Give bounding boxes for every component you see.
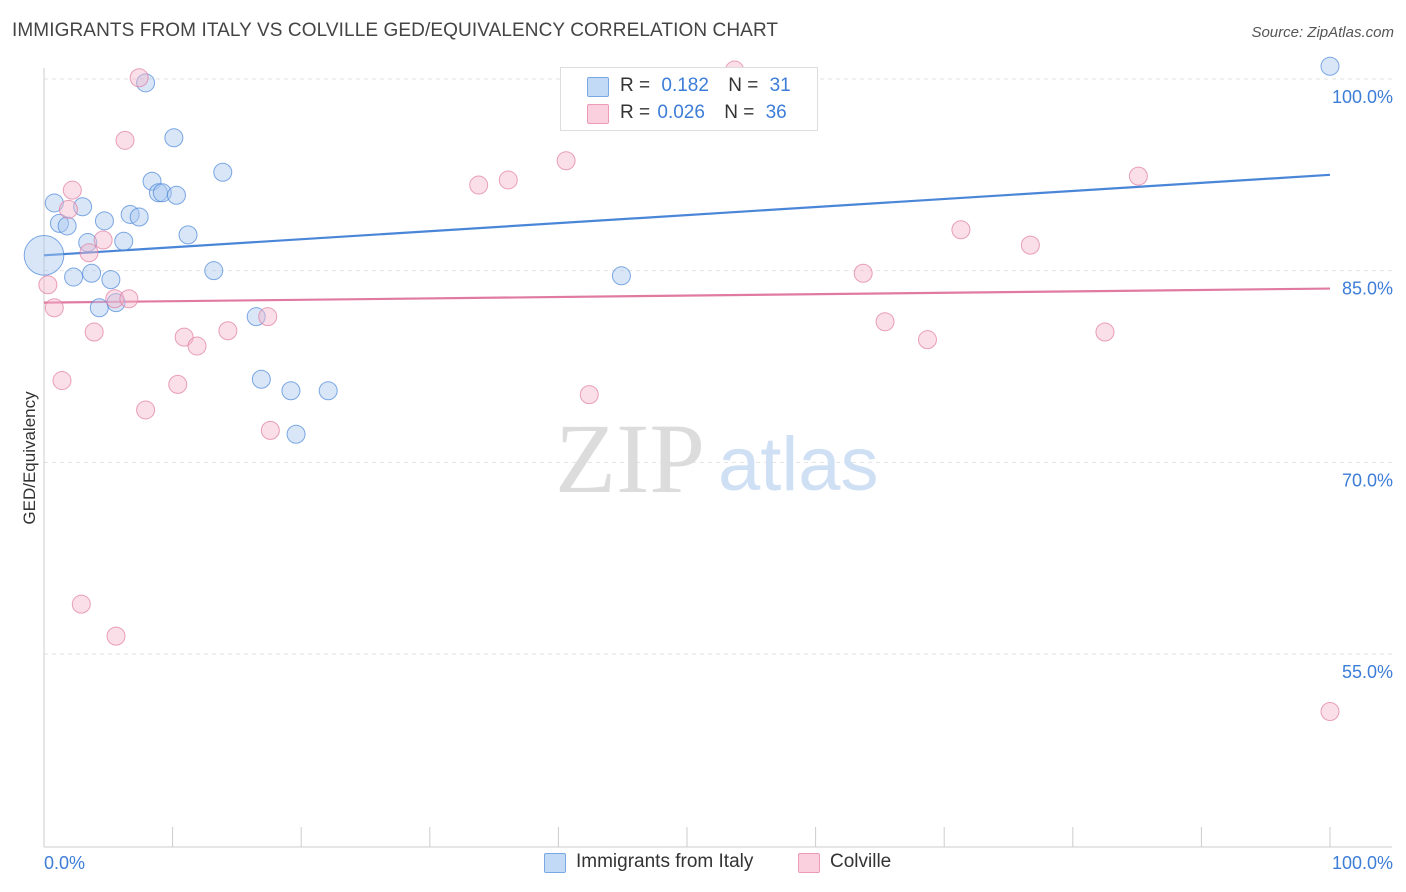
x-ticks bbox=[172, 827, 1331, 847]
point-colville bbox=[58, 199, 78, 219]
point-colville bbox=[84, 322, 104, 342]
bottom-legend-swatch-colville bbox=[798, 853, 820, 873]
point-colville bbox=[79, 243, 99, 263]
point-colville bbox=[1095, 322, 1115, 342]
x-tick-label-max: 100.0% bbox=[1332, 853, 1393, 873]
y-tick-label: 100.0% bbox=[1332, 87, 1393, 107]
point-colville bbox=[579, 385, 599, 405]
point-colville bbox=[129, 68, 149, 88]
bottom-legend-swatch-italy bbox=[544, 853, 566, 873]
y-axis-title: GED/Equivalency bbox=[20, 391, 39, 525]
legend-n-value-italy: 31 bbox=[769, 75, 791, 96]
point-immigrants-from-italy bbox=[89, 298, 109, 318]
point-colville bbox=[62, 180, 82, 200]
point-colville bbox=[218, 321, 238, 341]
point-colville bbox=[258, 307, 278, 327]
point-immigrants-from-italy bbox=[178, 225, 198, 245]
legend-r-value-colville: 0.026 bbox=[657, 102, 705, 123]
point-colville bbox=[38, 275, 58, 295]
point-immigrants-from-italy bbox=[318, 381, 338, 401]
point-immigrants-from-italy bbox=[49, 213, 69, 233]
legend-n-value-colville: 36 bbox=[765, 102, 787, 123]
point-immigrants-from-italy bbox=[204, 261, 224, 281]
trend-line-colville bbox=[43, 287, 1331, 304]
point-immigrants-from-italy bbox=[152, 183, 172, 203]
point-colville bbox=[875, 312, 895, 332]
point-colville bbox=[498, 170, 518, 190]
point-colville bbox=[168, 374, 188, 394]
point-colville bbox=[187, 336, 207, 356]
point-colville bbox=[119, 289, 139, 309]
point-immigrants-from-italy bbox=[611, 266, 631, 286]
point-immigrants-from-italy bbox=[1320, 56, 1340, 76]
point-immigrants-from-italy bbox=[281, 381, 301, 401]
point-immigrants-from-italy bbox=[94, 211, 114, 231]
x-tick-label-min: 0.0% bbox=[44, 853, 85, 873]
point-immigrants-from-italy bbox=[114, 231, 134, 251]
point-immigrants-from-italy bbox=[213, 162, 233, 182]
point-immigrants-from-italy bbox=[136, 73, 156, 93]
chart-title: IMMIGRANTS FROM ITALY VS COLVILLE GED/EQ… bbox=[12, 20, 779, 41]
point-immigrants-from-italy bbox=[64, 267, 84, 287]
point-immigrants-from-italy bbox=[129, 207, 149, 227]
point-colville bbox=[106, 626, 126, 646]
point-immigrants-from-italy bbox=[286, 424, 306, 444]
point-immigrants-from-italy bbox=[166, 185, 186, 205]
legend-swatch-colville bbox=[587, 104, 609, 124]
legend-n-label: N = bbox=[728, 75, 759, 96]
y-tick-label: 85.0% bbox=[1342, 279, 1393, 299]
y-tick-label: 55.0% bbox=[1342, 662, 1393, 682]
point-immigrants-from-italy bbox=[246, 307, 266, 327]
point-colville bbox=[93, 230, 113, 250]
point-immigrants-from-italy bbox=[101, 270, 121, 290]
point-colville bbox=[115, 130, 135, 150]
stats-legend: R = 0.182 N = 31 R = 0.026 N = 36 bbox=[560, 67, 818, 131]
point-colville bbox=[853, 263, 873, 283]
point-immigrants-from-italy bbox=[44, 193, 64, 213]
point-colville bbox=[469, 175, 489, 195]
point-immigrants-from-italy bbox=[57, 216, 77, 236]
legend-r-label: R = bbox=[620, 75, 651, 96]
legend-r-value-italy: 0.182 bbox=[661, 75, 709, 96]
legend-r-label: R = bbox=[620, 102, 651, 123]
point-immigrants-from-italy bbox=[251, 369, 271, 389]
legend-swatch-italy bbox=[587, 77, 609, 97]
point-colville bbox=[44, 298, 64, 318]
point-colville bbox=[556, 151, 576, 171]
point-colville bbox=[136, 400, 156, 420]
legend-n-label: N = bbox=[724, 102, 755, 123]
point-immigrants-from-italy bbox=[82, 263, 102, 283]
trend-line-immigrants-from-italy bbox=[43, 173, 1331, 257]
point-colville bbox=[951, 220, 971, 240]
point-colville bbox=[1020, 235, 1040, 255]
data-points bbox=[23, 56, 1340, 721]
bottom-legend-label-italy: Immigrants from Italy bbox=[576, 851, 754, 872]
point-immigrants-from-italy bbox=[23, 235, 65, 276]
point-colville bbox=[52, 371, 72, 391]
gridlines bbox=[44, 78, 1392, 655]
bottom-legend-label-colville: Colville bbox=[830, 851, 892, 872]
point-immigrants-from-italy bbox=[73, 197, 93, 217]
watermark-zip: ZIP bbox=[555, 403, 705, 514]
point-colville bbox=[1128, 166, 1148, 186]
point-colville bbox=[260, 420, 280, 440]
point-immigrants-from-italy bbox=[78, 233, 98, 253]
source-label: Source: ZipAtlas.com bbox=[1251, 24, 1394, 41]
point-colville bbox=[105, 289, 125, 309]
point-colville bbox=[1320, 702, 1340, 721]
trend-lines bbox=[43, 173, 1331, 304]
y-tick-label: 70.0% bbox=[1342, 470, 1393, 490]
watermark-atlas: atlas bbox=[718, 422, 879, 507]
y-tick-labels: 100.0% 85.0% 70.0% 55.0% bbox=[1332, 87, 1393, 682]
point-colville bbox=[917, 330, 937, 350]
point-immigrants-from-italy bbox=[164, 128, 184, 148]
point-colville bbox=[71, 594, 91, 614]
